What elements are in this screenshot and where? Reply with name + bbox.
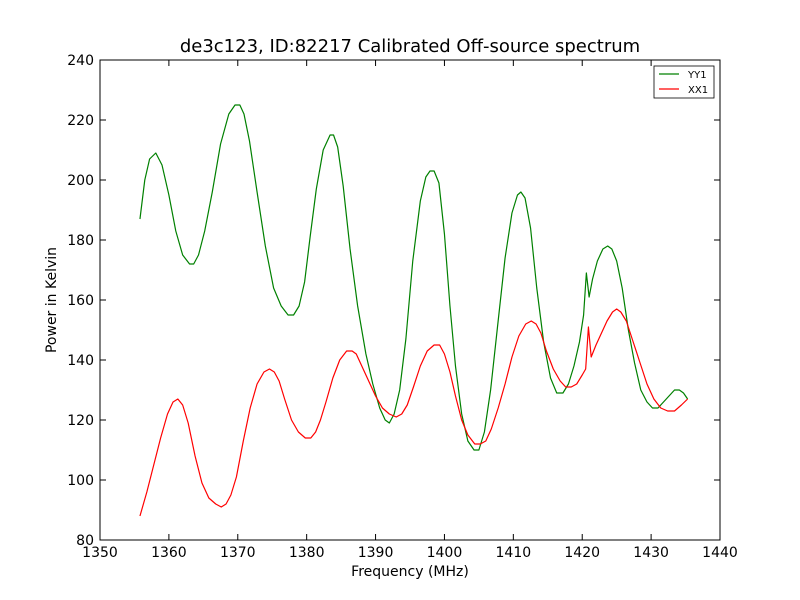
x-tick-label: 1370 [220,545,256,561]
x-tick-label: 1410 [496,545,532,561]
series-line-yy1 [139,104,689,451]
legend-label-xx1: XX1 [688,85,708,96]
legend-box [653,65,715,99]
y-axis-label: Power in Kelvin [44,247,60,353]
legend-label-yy1: YY1 [687,70,707,81]
x-tick-label: 1430 [633,545,669,561]
legend: YY1 XX1 [653,65,715,99]
x-tick-label: 1390 [358,545,394,561]
y-tick-label: 240 [67,53,94,69]
x-tick-label: 1380 [289,545,325,561]
y-tick-label: 120 [67,413,94,429]
y-tick-label: 200 [67,173,94,189]
chart-title: de3c123, ID:82217 Calibrated Off-source … [180,36,640,57]
x-tick-label: 1400 [427,545,463,561]
series-layer [139,104,689,517]
series-line-xx1 [139,308,689,517]
y-tick-label: 80 [76,533,94,549]
x-axis-label: Frequency (MHz) [351,564,469,580]
plot-area [99,59,721,541]
y-tick-label: 220 [67,113,94,129]
x-tick-label: 1350 [82,545,118,561]
x-tick-label: 1360 [151,545,187,561]
y-tick-label: 140 [67,353,94,369]
x-tick-label: 1440 [702,545,738,561]
y-tick-label: 160 [67,293,94,309]
y-tick-label: 100 [67,473,94,489]
y-tick-label: 180 [67,233,94,249]
x-tick-label: 1420 [564,545,600,561]
ticks-layer: 1350 1360 1370 1380 1390 1400 1410 1420 1430 1440… [67,53,738,561]
